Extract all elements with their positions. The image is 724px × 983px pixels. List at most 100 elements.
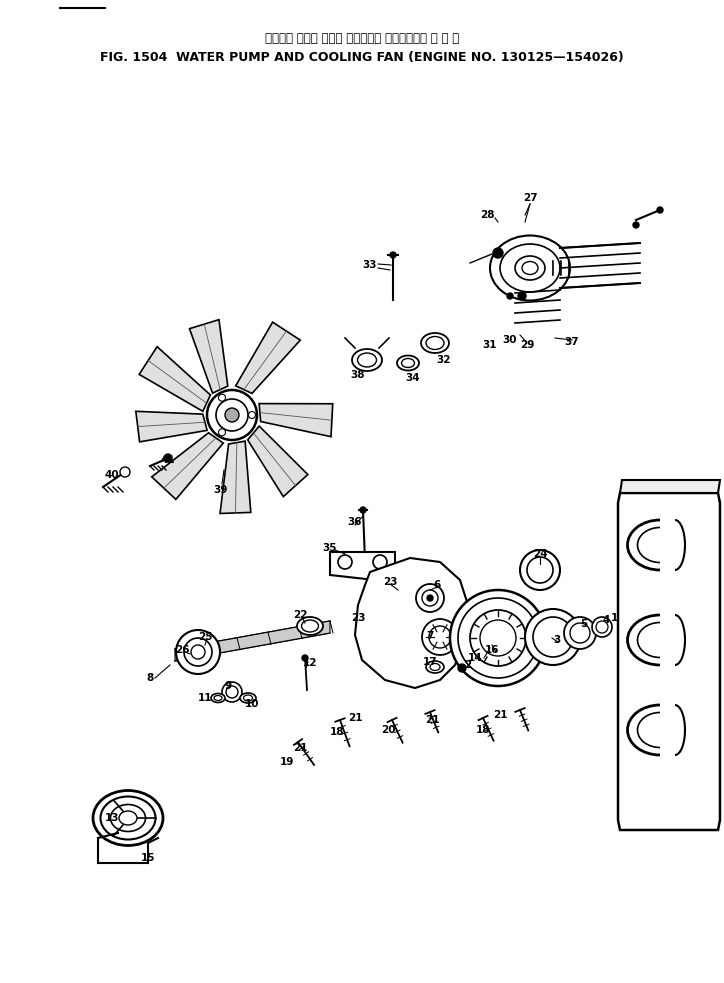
Text: 20: 20	[381, 725, 395, 735]
Text: 21: 21	[348, 713, 362, 723]
Ellipse shape	[211, 693, 225, 703]
Text: 3: 3	[553, 635, 560, 645]
Ellipse shape	[93, 790, 163, 845]
Text: 26: 26	[174, 645, 189, 655]
Text: 40: 40	[105, 470, 119, 480]
Circle shape	[564, 617, 596, 649]
Text: 14: 14	[468, 653, 482, 663]
Ellipse shape	[490, 236, 570, 301]
Text: 21: 21	[493, 710, 508, 720]
Circle shape	[219, 394, 225, 401]
Polygon shape	[618, 493, 720, 830]
Ellipse shape	[240, 693, 256, 703]
Circle shape	[657, 207, 663, 213]
Text: 23: 23	[350, 613, 365, 623]
Text: 32: 32	[437, 355, 451, 365]
Circle shape	[222, 682, 242, 702]
Ellipse shape	[111, 804, 146, 832]
Circle shape	[360, 507, 366, 513]
Circle shape	[390, 252, 396, 258]
Circle shape	[422, 590, 438, 606]
Text: 2: 2	[464, 660, 471, 670]
Circle shape	[120, 467, 130, 477]
Text: 25: 25	[198, 632, 212, 642]
Text: 5: 5	[581, 619, 588, 629]
Text: 13: 13	[105, 813, 119, 823]
Ellipse shape	[421, 333, 449, 353]
Text: 31: 31	[483, 340, 497, 350]
Text: 24: 24	[533, 549, 547, 559]
Ellipse shape	[101, 796, 156, 839]
Polygon shape	[330, 552, 395, 580]
Circle shape	[450, 590, 546, 686]
Polygon shape	[190, 319, 228, 393]
Text: 38: 38	[350, 370, 365, 380]
Text: 28: 28	[480, 210, 494, 220]
Circle shape	[422, 619, 458, 655]
Circle shape	[458, 598, 538, 678]
Circle shape	[518, 292, 526, 300]
Text: 16: 16	[485, 645, 500, 655]
Circle shape	[176, 630, 220, 674]
Text: 8: 8	[146, 673, 153, 683]
Text: 17: 17	[423, 657, 437, 667]
Ellipse shape	[402, 359, 415, 368]
Ellipse shape	[426, 661, 444, 673]
Ellipse shape	[358, 353, 376, 367]
Circle shape	[226, 686, 238, 698]
Polygon shape	[220, 441, 251, 513]
Polygon shape	[136, 411, 207, 442]
Text: 12: 12	[303, 658, 317, 668]
Circle shape	[493, 248, 503, 258]
Circle shape	[338, 555, 352, 569]
Circle shape	[373, 555, 387, 569]
Text: 29: 29	[520, 340, 534, 350]
Circle shape	[480, 620, 516, 656]
Ellipse shape	[243, 695, 253, 701]
Circle shape	[207, 390, 257, 440]
Text: 34: 34	[405, 373, 421, 383]
Polygon shape	[236, 322, 300, 393]
Circle shape	[592, 617, 612, 637]
Circle shape	[596, 621, 608, 633]
Circle shape	[427, 595, 433, 601]
Ellipse shape	[515, 256, 545, 280]
Polygon shape	[139, 347, 211, 411]
Circle shape	[225, 408, 239, 422]
Circle shape	[191, 645, 205, 659]
Circle shape	[633, 222, 639, 228]
Text: 33: 33	[363, 260, 377, 270]
Text: 41: 41	[161, 455, 175, 465]
Circle shape	[164, 454, 172, 462]
Text: 9: 9	[224, 681, 232, 691]
Text: 10: 10	[245, 699, 259, 709]
Ellipse shape	[500, 244, 560, 292]
Ellipse shape	[352, 349, 382, 371]
Circle shape	[184, 638, 212, 666]
Text: 21: 21	[425, 715, 439, 725]
Polygon shape	[620, 480, 720, 493]
Text: 18: 18	[476, 725, 490, 735]
Text: 4: 4	[602, 615, 610, 625]
Circle shape	[458, 664, 466, 672]
Text: 36: 36	[348, 517, 362, 527]
Circle shape	[570, 623, 590, 643]
Text: 35: 35	[323, 543, 337, 553]
Ellipse shape	[426, 336, 444, 350]
Text: 30: 30	[502, 335, 517, 345]
Text: 37: 37	[565, 337, 579, 347]
Circle shape	[470, 610, 526, 666]
Circle shape	[248, 412, 256, 419]
Ellipse shape	[397, 356, 419, 371]
Polygon shape	[355, 558, 468, 688]
Circle shape	[520, 550, 560, 590]
Text: 11: 11	[198, 693, 212, 703]
Text: 23: 23	[383, 577, 397, 587]
Circle shape	[525, 609, 581, 665]
Polygon shape	[175, 621, 330, 661]
Circle shape	[527, 557, 553, 583]
Text: 21: 21	[292, 743, 307, 753]
Polygon shape	[259, 404, 333, 436]
Text: 15: 15	[140, 853, 155, 863]
Text: 22: 22	[292, 610, 307, 620]
